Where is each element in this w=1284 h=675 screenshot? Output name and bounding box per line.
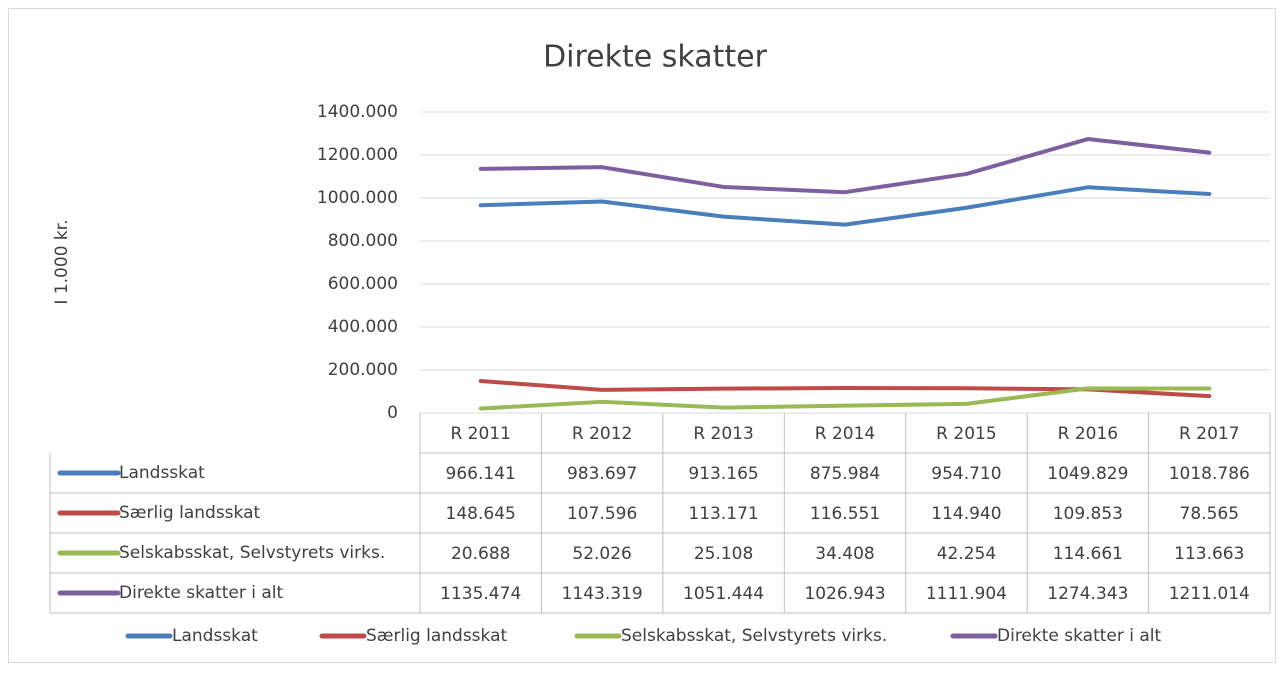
data-label: 1026.943 [804,584,885,604]
data-label: 78.565 [1180,504,1239,524]
legend-label: Direkte skatter i alt [997,626,1162,646]
data-label: 1143.319 [562,584,643,604]
table-row-label: Særlig landsskat [119,503,260,523]
data-label: 983.697 [567,464,637,484]
table-row-label: Selskabsskat, Selvstyrets virks. [119,543,385,563]
data-label: 1018.786 [1169,464,1250,484]
data-label: 1051.444 [683,584,764,604]
data-label: 114.940 [931,504,1001,524]
y-tick-label: 1400.000 [317,102,398,122]
data-label: 25.108 [694,544,753,564]
data-label: 52.026 [572,544,631,564]
legend-label: Landsskat [172,626,258,646]
data-label: 20.688 [451,544,510,564]
x-tick-label: R 2012 [572,424,632,444]
chart-title: Direkte skatter [543,40,768,75]
data-label: 34.408 [815,544,874,564]
line [478,386,1212,411]
data-label: 966.141 [446,464,516,484]
legend-label: Selskabsskat, Selvstyrets virks. [621,626,887,646]
legend-label: Særlig landsskat [366,626,507,646]
data-label: 116.551 [810,504,880,524]
line [478,137,1212,195]
x-tick-label: R 2014 [815,424,875,444]
x-tick-label: R 2016 [1058,424,1118,444]
line [478,185,1212,227]
y-tick-label: 400.000 [328,317,398,337]
data-label: 913.165 [688,464,758,484]
y-tick-label: 800.000 [328,231,398,251]
x-tick-label: R 2013 [693,424,753,444]
table-row-label: Direkte skatter i alt [119,583,284,603]
data-label: 42.254 [937,544,996,564]
data-label: 1211.014 [1169,584,1250,604]
table-row-label: Landsskat [119,463,205,483]
data-label: 107.596 [567,504,637,524]
data-label: 875.984 [810,464,880,484]
y-tick-label: 600.000 [328,274,398,294]
data-label: 113.171 [688,504,758,524]
x-tick-label: R 2017 [1179,424,1239,444]
data-label: 113.663 [1174,544,1244,564]
x-tick-label: R 2015 [936,424,996,444]
data-label: 109.853 [1053,504,1123,524]
y-tick-label: 200.000 [328,360,398,380]
y-tick-label: 1200.000 [317,145,398,165]
data-label: 1135.474 [440,584,521,604]
chart-border [8,8,1276,663]
data-label: 148.645 [446,504,516,524]
y-axis-label: I 1.000 kr. [52,219,72,304]
y-tick-label: 1000.000 [317,188,398,208]
x-tick-label: R 2011 [450,424,510,444]
data-label: 1274.343 [1047,584,1128,604]
data-label: 954.710 [931,464,1001,484]
data-label: 1111.904 [926,584,1007,604]
data-label: 1049.829 [1047,464,1128,484]
data-label: 114.661 [1053,544,1123,564]
y-tick-label: 0 [387,403,398,423]
